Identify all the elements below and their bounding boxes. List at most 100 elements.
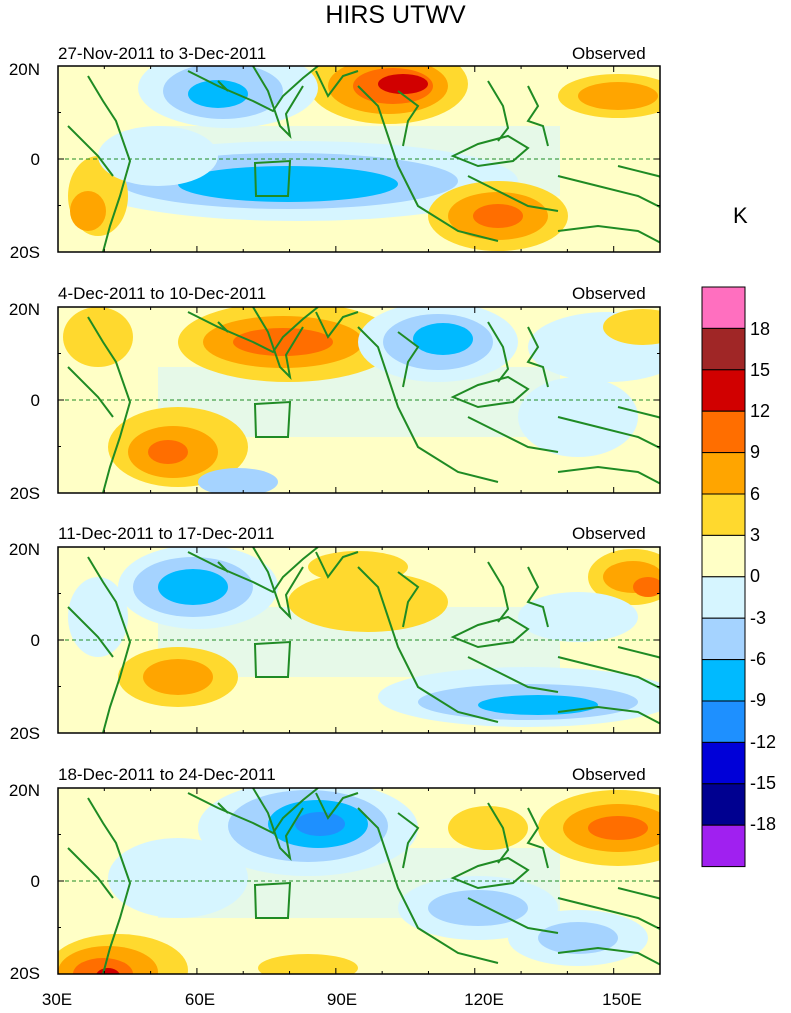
coastline-11 xyxy=(487,561,510,623)
coastline-13 xyxy=(557,897,660,931)
coastline-10 xyxy=(467,897,559,934)
lon-60e: 60E xyxy=(184,990,216,1009)
anomaly-contour-16 xyxy=(538,922,618,954)
colorbar-swatch-14 xyxy=(701,824,746,868)
anomaly-contour-14 xyxy=(258,954,358,974)
coastline-1 xyxy=(87,797,132,974)
coastline-13 xyxy=(557,175,660,209)
colorbar-swatch-7 xyxy=(701,534,746,578)
coastline-12 xyxy=(526,326,549,388)
map-panel-1 xyxy=(57,65,661,253)
anomaly-contour-13 xyxy=(473,204,523,228)
panel-4-period: 18-Dec-2011 to 24-Dec-2011 xyxy=(58,765,276,784)
coastline-7 xyxy=(357,807,499,964)
anomaly-contour-17 xyxy=(108,838,248,918)
panel-3-lat-20n: 20N xyxy=(8,540,40,559)
colorbar-swatch-4 xyxy=(701,410,746,454)
panel-1-lat-0: 0 xyxy=(30,150,40,169)
chart-title: HIRS UTWV xyxy=(325,1,466,29)
colorbar-swatch-5 xyxy=(701,452,746,495)
panel-2-lat-0: 0 xyxy=(30,391,40,410)
anomaly-contour-4 xyxy=(288,572,448,632)
colorbar-swatch-10 xyxy=(701,659,746,702)
map-panel-3 xyxy=(57,546,661,734)
coastline-3 xyxy=(187,788,319,835)
colorbar-swatch-13 xyxy=(701,783,746,826)
coastline-10 xyxy=(467,175,559,212)
anomaly-contour-7 xyxy=(143,659,213,695)
coastline-12 xyxy=(526,807,549,869)
panel-4-lat-20s: 20S xyxy=(9,964,40,983)
anomaly-contour-11 xyxy=(518,377,638,457)
anomaly-contour-6 xyxy=(413,323,473,355)
colorbar-label-neg3: -3 xyxy=(750,608,767,628)
lon-150e: 150E xyxy=(602,990,642,1009)
panel-4-lat-20n: 20N xyxy=(8,781,40,800)
anomaly-contour-14 xyxy=(603,309,660,345)
coastline-9 xyxy=(450,615,530,649)
region-box xyxy=(253,640,292,678)
colorbar-swatch-8 xyxy=(701,576,746,619)
anomaly-contour-14 xyxy=(518,592,638,642)
panel-1-lat-20n: 20N xyxy=(8,60,40,79)
coastline-6 xyxy=(315,792,359,820)
coastline-12 xyxy=(526,85,549,147)
coastline-5 xyxy=(252,547,304,620)
coastline-14 xyxy=(557,465,660,485)
coastline-7 xyxy=(357,85,499,242)
coastline-6 xyxy=(315,70,359,98)
coastline-9 xyxy=(450,375,530,409)
coastline-5 xyxy=(252,788,304,861)
panel-4-label: Observed xyxy=(572,765,646,784)
coastline-5 xyxy=(252,307,304,380)
colorbar-swatch-1 xyxy=(701,286,746,329)
coastline-10 xyxy=(467,416,559,453)
coastline-15 xyxy=(617,165,660,178)
coastline-5 xyxy=(252,66,304,139)
colorbar-label-neg15: -15 xyxy=(750,773,777,793)
coastline-7 xyxy=(357,326,499,483)
coastline-6 xyxy=(315,551,359,579)
anomaly-contour-18 xyxy=(98,126,218,186)
map-panel-4 xyxy=(57,787,661,975)
coastline-15 xyxy=(617,887,660,900)
coastline-10 xyxy=(467,656,559,693)
coastline-4 xyxy=(217,802,229,814)
coastline-9 xyxy=(450,856,530,890)
anomaly-contour-3 xyxy=(158,569,228,605)
coastline-8 xyxy=(397,90,420,147)
colorbar-label-neg18: -18 xyxy=(750,814,777,834)
coastline-11 xyxy=(487,321,510,383)
colorbar-label-3: 3 xyxy=(750,525,761,545)
colorbar-label-neg6: -6 xyxy=(750,649,767,669)
coastline-14 xyxy=(557,946,660,966)
colorbar-label-9: 9 xyxy=(750,442,761,462)
coastline-2 xyxy=(67,125,114,177)
coastline-4 xyxy=(217,561,229,573)
anomaly-contour-15 xyxy=(578,82,658,110)
coastline-3 xyxy=(187,66,319,113)
anomaly-contour-13 xyxy=(633,577,660,597)
coastline-14 xyxy=(557,705,660,725)
region-box xyxy=(253,400,292,438)
panel-1-label: Observed xyxy=(572,44,646,63)
coastline-4 xyxy=(217,80,229,92)
panel-3-lat-0: 0 xyxy=(30,631,40,650)
panel-4-lat-0: 0 xyxy=(30,872,40,891)
coastline-1 xyxy=(87,556,132,733)
coastline-2 xyxy=(67,366,114,418)
coastline-2 xyxy=(67,606,114,658)
colorbar-swatch-3 xyxy=(701,369,746,412)
colorbar-swatch-6 xyxy=(701,493,746,536)
anomaly-contour-18 xyxy=(448,806,528,850)
anomaly-contour-13 xyxy=(96,968,120,974)
panel-3-lat-20s: 20S xyxy=(9,724,40,743)
panel-3-label: Observed xyxy=(572,524,646,543)
coastline-2 xyxy=(67,847,114,899)
coastline-1 xyxy=(87,75,132,252)
anomaly-contour-9 xyxy=(428,890,528,926)
colorbar-label-0: 0 xyxy=(750,566,761,586)
units-label: K xyxy=(733,203,748,228)
anomaly-contour-12 xyxy=(198,468,278,493)
